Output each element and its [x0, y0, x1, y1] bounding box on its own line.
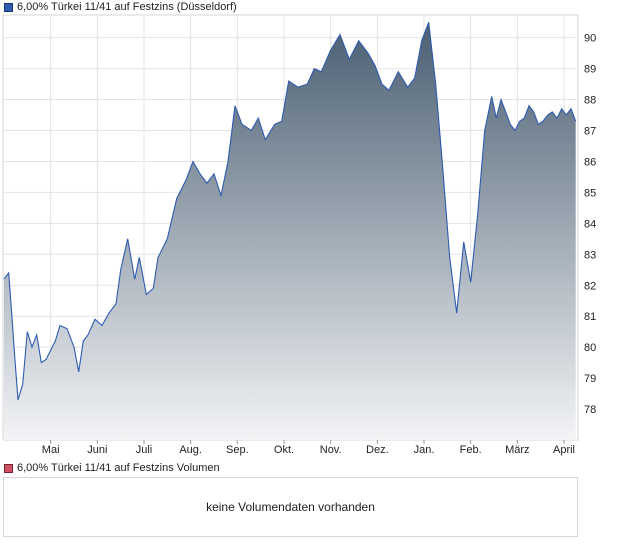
- x-tick-label: März: [505, 444, 529, 456]
- y-tick-label: 90: [584, 33, 596, 45]
- price-line: [3, 22, 577, 400]
- volume-legend-swatch: [4, 463, 13, 473]
- y-tick-label: 86: [584, 156, 596, 168]
- price-legend: 6,00% Türkei 11/41 auf Festzins (Düsseld…: [4, 0, 237, 14]
- y-axis-ticks: 78 79 80 81 82 83 84 85 86 87 88 89 90: [584, 33, 596, 416]
- x-tick-label: Juni: [87, 444, 107, 456]
- price-area: [4, 22, 576, 440]
- volume-panel: keine Volumendaten vorhanden: [3, 477, 578, 537]
- y-tick-label: 88: [584, 95, 596, 107]
- volume-legend-label: 6,00% Türkei 11/41 auf Festzins Volumen: [17, 462, 220, 474]
- x-tick-label: Sep.: [226, 444, 249, 456]
- y-tick-label: 84: [584, 218, 596, 230]
- y-tick-label: 81: [584, 311, 596, 323]
- volume-legend: 6,00% Türkei 11/41 auf Festzins Volumen: [4, 461, 220, 475]
- x-tick-label: Okt.: [274, 444, 294, 456]
- x-tick-label: Aug.: [179, 444, 202, 456]
- price-chart: 78 79 80 81 82 83 84 85 86 87 88 89 90 Mai Juni Juli Au…: [2, 14, 596, 456]
- y-tick-label: 78: [584, 404, 596, 416]
- y-tick-label: 82: [584, 280, 596, 292]
- y-tick-label: 80: [584, 342, 596, 354]
- x-axis-ticks: Mai Juni Juli Aug. Sep. Okt. Nov. Dez. Jan. Feb. M…: [42, 440, 575, 456]
- x-tick-label: Feb.: [460, 444, 482, 456]
- price-legend-swatch: [4, 2, 13, 12]
- price-legend-label: 6,00% Türkei 11/41 auf Festzins (Düsseld…: [17, 1, 237, 13]
- x-tick-label: April: [553, 444, 575, 456]
- x-tick-label: Mai: [42, 444, 60, 456]
- y-tick-label: 79: [584, 373, 596, 385]
- y-tick-label: 83: [584, 249, 596, 261]
- y-tick-label: 89: [584, 64, 596, 76]
- volume-empty-message: keine Volumendaten vorhanden: [206, 500, 375, 514]
- x-tick-label: Jan.: [414, 444, 435, 456]
- y-tick-label: 85: [584, 187, 596, 199]
- x-tick-label: Dez.: [366, 444, 389, 456]
- x-tick-label: Juli: [136, 444, 153, 456]
- y-tick-label: 87: [584, 126, 596, 138]
- x-tick-label: Nov.: [320, 444, 342, 456]
